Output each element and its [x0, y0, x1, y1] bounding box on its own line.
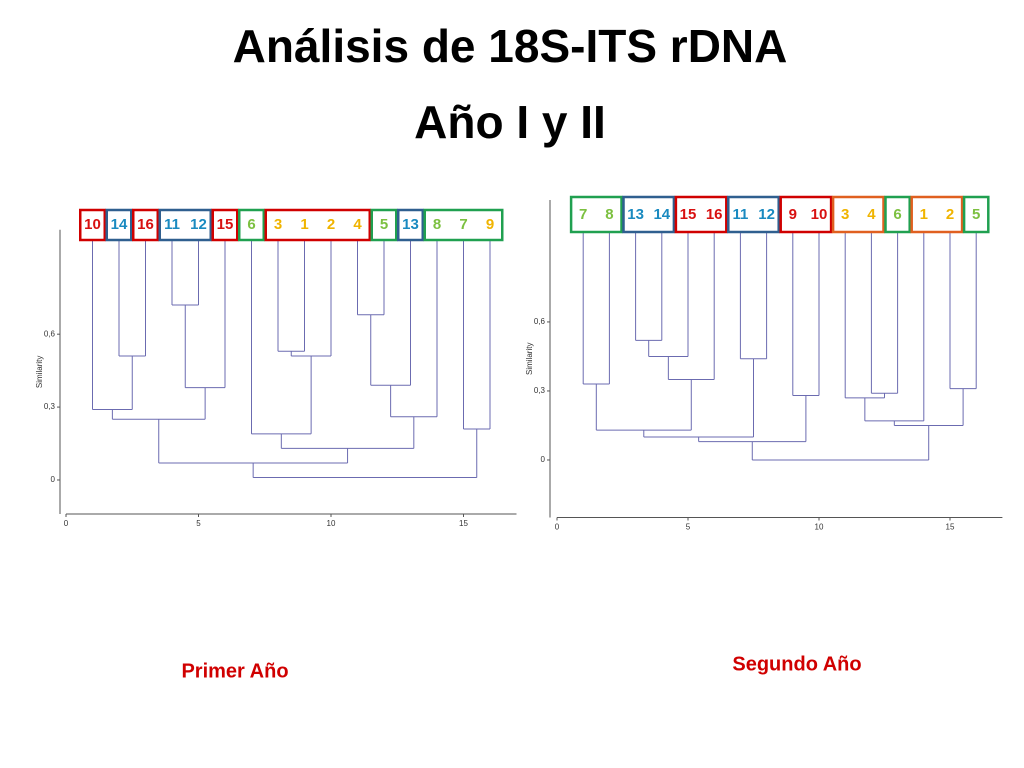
leaf-label: 15 — [680, 206, 697, 223]
y-tick-label: 0,6 — [534, 317, 546, 326]
leaf-label: 7 — [579, 206, 587, 223]
leaf-label: 14 — [111, 216, 128, 233]
leaf-label: 8 — [605, 206, 613, 223]
x-tick-label: 10 — [815, 523, 824, 532]
caption: Primer Año — [181, 660, 288, 682]
group-box — [674, 195, 728, 234]
x-tick-label: 5 — [686, 523, 691, 532]
group-box — [264, 208, 371, 242]
leaf-label: 1 — [300, 216, 308, 233]
x-tick-label: 5 — [196, 519, 201, 528]
leaf-label: 16 — [706, 206, 723, 223]
group-box — [238, 208, 265, 242]
group-box — [158, 208, 212, 242]
leaf-label: 6 — [247, 216, 255, 233]
group-box — [79, 208, 106, 242]
leaf-label: 3 — [841, 206, 849, 223]
x-tick-label: 10 — [327, 519, 336, 528]
leaf-label: 11 — [732, 206, 748, 223]
group-box — [727, 195, 780, 234]
leaf-label: 8 — [433, 216, 441, 233]
leaf-label: 13 — [627, 206, 644, 223]
title: Año I y II — [414, 96, 606, 148]
leaf-label: 4 — [867, 206, 876, 223]
y-tick-label: 0 — [51, 475, 56, 484]
leaf-label: 10 — [84, 216, 101, 233]
group-box — [622, 195, 676, 234]
x-tick-label: 0 — [555, 523, 560, 532]
leaf-label: 9 — [486, 216, 494, 233]
group-box — [884, 195, 911, 234]
leaf-label: 5 — [380, 216, 388, 233]
leaf-label: 6 — [893, 206, 901, 223]
x-tick-label: 15 — [459, 519, 468, 528]
leaf-label: 15 — [217, 216, 234, 233]
x-tick-label: 0 — [64, 519, 69, 528]
y-tick-label: 0 — [541, 455, 546, 464]
leaf-label: 3 — [274, 216, 282, 233]
leaf-label: 9 — [789, 206, 797, 223]
group-box — [779, 195, 833, 234]
leaf-label: 2 — [946, 206, 954, 223]
leaf-label: 14 — [653, 206, 670, 223]
group-box — [370, 208, 398, 242]
leaf-label: 10 — [811, 206, 828, 223]
y-axis-label: Similarity — [525, 343, 534, 375]
leaf-label: 11 — [164, 216, 180, 233]
leaf-label: 1 — [920, 206, 928, 223]
y-tick-label: 0,3 — [44, 402, 56, 411]
group-box — [962, 195, 990, 234]
leaf-label: 7 — [459, 216, 467, 233]
leaf-label: 13 — [402, 216, 419, 233]
leaf-label: 12 — [758, 206, 775, 223]
group-box — [397, 208, 424, 242]
group-box — [910, 195, 964, 234]
leaf-label: 5 — [972, 206, 980, 223]
y-tick-label: 0,3 — [534, 386, 546, 395]
y-axis-label: Similarity — [35, 356, 44, 388]
y-tick-label: 0,6 — [44, 329, 56, 338]
group-box — [211, 208, 239, 242]
group-box — [569, 195, 623, 234]
group-box — [105, 208, 133, 242]
leaf-label: 16 — [137, 216, 154, 233]
leaf-label: 12 — [190, 216, 207, 233]
title: Análisis de 18S-ITS rDNA — [233, 20, 788, 72]
group-box — [831, 195, 885, 234]
group-box — [423, 208, 504, 242]
leaf-label: 2 — [327, 216, 335, 233]
leaf-label: 4 — [353, 216, 362, 233]
group-box — [132, 208, 159, 242]
x-tick-label: 15 — [946, 523, 955, 532]
caption: Segundo Año — [732, 653, 861, 675]
